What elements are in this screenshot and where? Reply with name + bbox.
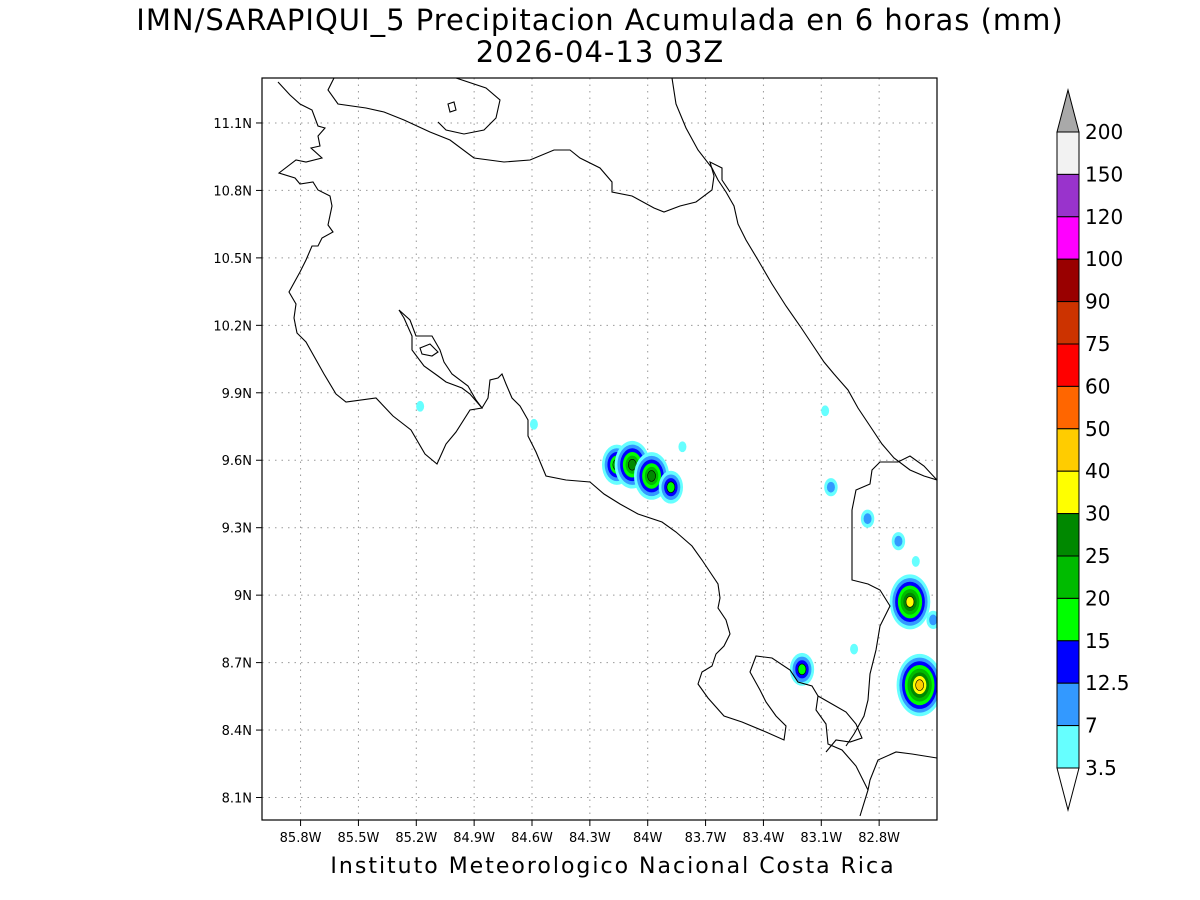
colorbar-label: 25 (1085, 544, 1110, 568)
colorbar-segment (1056, 470, 1080, 515)
precip-contour (647, 470, 656, 482)
precip-contour (826, 481, 835, 493)
colorbar-segment (1056, 216, 1080, 260)
colorbar-segment (1056, 513, 1080, 557)
colorbar-label: 100 (1085, 247, 1123, 271)
colorbar-legend: 200 150 120 100 90 75 60 50 40 30 25 20 15 12.5 7 3.5 (1056, 88, 1130, 812)
border-panama (845, 455, 937, 747)
axes: 11.1N 10.8N 10.5N 10.2N 9.9N 9.6N 9.3N 9N 8.7N 8.… (213, 117, 900, 846)
lon-tick-label: 84.9W (453, 831, 495, 846)
colorbar-segment (1056, 131, 1080, 175)
colorbar-label: 60 (1085, 374, 1110, 398)
coastline-golfo-dulce (817, 695, 863, 753)
grid-lines (262, 78, 937, 820)
lat-tick-label: 11.1N (213, 117, 252, 132)
colorbar-label: 150 (1085, 162, 1123, 186)
colorbar-segment (1056, 301, 1080, 345)
coastline-nicoya-gulf (398, 309, 869, 817)
map-frame (261, 77, 938, 821)
lon-tick-label: 84W (633, 831, 663, 846)
colorbar-segment (1056, 555, 1080, 599)
colorbar-segment (1056, 640, 1080, 684)
lon-tick-label: 83.7W (685, 831, 727, 846)
coastline (277, 78, 937, 817)
precip-contour (894, 535, 903, 547)
coastline-lake-north (437, 78, 501, 135)
colorbar-segment (1056, 428, 1080, 472)
colorbar-segment (1056, 385, 1080, 430)
lat-tick-label: 10.5N (213, 252, 252, 267)
colorbar-segment (1056, 682, 1080, 727)
colorbar-label: 30 (1085, 502, 1110, 526)
precip-contour (797, 663, 807, 676)
colorbar-label: 7 (1085, 714, 1098, 738)
colorbar-segment (1056, 173, 1080, 218)
lat-tick-label: 8.1N (222, 792, 252, 807)
lon-tick-label: 84.6W (511, 831, 553, 846)
lat-tick-label: 9N (234, 589, 252, 604)
lon-tick-label: 84.3W (569, 831, 611, 846)
colorbar-segment (1056, 597, 1080, 642)
colorbar-label: 12.5 (1085, 671, 1130, 695)
precip-contour (863, 513, 872, 525)
colorbar-label: 15 (1085, 629, 1110, 653)
precip-contour (911, 556, 920, 567)
lat-tick-label: 8.7N (222, 657, 252, 672)
colorbar-under-triangle (1056, 767, 1080, 812)
precip-contour (929, 614, 937, 626)
lon-tick-label: 83.4W (743, 831, 785, 846)
colorbar-label: 40 (1085, 459, 1110, 483)
coastline-caribbean (671, 78, 937, 481)
colorbar-label: 3.5 (1085, 756, 1117, 780)
colorbar-label: 90 (1085, 290, 1110, 314)
colorbar-over-triangle (1056, 88, 1080, 133)
lon-tick-label: 85.8W (280, 831, 322, 846)
precip-contour (915, 679, 924, 691)
lat-tick-label: 8.4N (222, 724, 252, 739)
precip-contour (666, 481, 676, 493)
lat-tick-label: 10.2N (213, 319, 252, 334)
lon-tick-label: 83.1W (800, 831, 842, 846)
map-valid-time: 2026-04-13 03Z (475, 35, 725, 69)
lat-tick-label: 9.3N (222, 522, 252, 537)
institution-credit: Instituto Meteorologico Nacional Costa R… (330, 854, 896, 879)
precip-contour (821, 405, 830, 417)
lon-tick-label: 82.8W (858, 831, 900, 846)
island-nicoya (419, 343, 439, 357)
lat-tick-label: 9.9N (222, 387, 252, 402)
lat-tick-label: 9.6N (222, 454, 252, 469)
map-title: IMN/SARAPIQUI_5 Precipitacion Acumulada … (136, 3, 1064, 37)
colorbar-label: 20 (1085, 586, 1110, 610)
precip-contour (850, 643, 859, 655)
colorbar-segment (1056, 343, 1080, 387)
precip-contour (905, 596, 915, 608)
coastline-north-border (277, 81, 483, 465)
coastline-burica (867, 751, 937, 791)
precip-contour (678, 441, 687, 453)
colorbar-segment (1056, 725, 1080, 769)
colorbar-label: 200 (1085, 120, 1123, 144)
precip-contour (529, 418, 538, 430)
coastline-lake-nicaragua (327, 78, 731, 213)
precip-contour (416, 400, 425, 412)
colorbar-label: 50 (1085, 417, 1110, 441)
colorbar-label: 120 (1085, 205, 1123, 229)
precipitation-field (416, 400, 937, 717)
colorbar-label: 75 (1085, 332, 1110, 356)
lat-tick-label: 10.8N (213, 184, 252, 199)
island-lake (447, 101, 457, 113)
lon-tick-label: 85.2W (395, 831, 437, 846)
lon-tick-label: 85.5W (338, 831, 380, 846)
colorbar-segment (1056, 258, 1080, 303)
